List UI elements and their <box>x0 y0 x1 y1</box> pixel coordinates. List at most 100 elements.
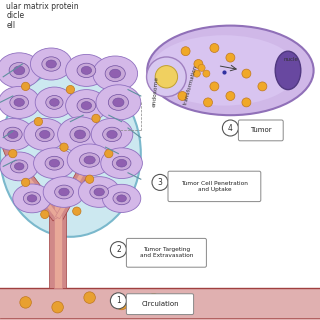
Ellipse shape <box>55 185 73 199</box>
Ellipse shape <box>0 86 40 118</box>
Ellipse shape <box>103 127 121 141</box>
Ellipse shape <box>0 118 34 150</box>
Circle shape <box>21 82 30 91</box>
Text: 1: 1 <box>116 296 121 305</box>
Circle shape <box>116 298 127 310</box>
Circle shape <box>222 120 238 136</box>
Ellipse shape <box>30 48 72 80</box>
Circle shape <box>52 301 63 313</box>
Ellipse shape <box>75 130 86 139</box>
Ellipse shape <box>50 99 59 106</box>
Ellipse shape <box>23 192 41 205</box>
Ellipse shape <box>14 99 24 106</box>
Text: Tumor Targeting
and Extravasation: Tumor Targeting and Extravasation <box>140 247 193 259</box>
Polygon shape <box>17 165 60 219</box>
Ellipse shape <box>275 51 301 90</box>
Circle shape <box>242 98 251 107</box>
FancyBboxPatch shape <box>126 294 194 315</box>
Ellipse shape <box>27 195 37 202</box>
Circle shape <box>110 242 126 258</box>
Ellipse shape <box>66 54 107 86</box>
Circle shape <box>203 70 210 77</box>
Polygon shape <box>15 163 62 221</box>
Circle shape <box>204 98 212 107</box>
Circle shape <box>9 149 17 158</box>
Ellipse shape <box>42 57 60 71</box>
Ellipse shape <box>102 184 141 212</box>
Ellipse shape <box>0 152 38 181</box>
FancyBboxPatch shape <box>168 171 261 202</box>
Ellipse shape <box>113 192 130 205</box>
Ellipse shape <box>9 62 29 78</box>
Ellipse shape <box>11 160 28 173</box>
Ellipse shape <box>78 177 120 207</box>
Circle shape <box>148 293 159 305</box>
Ellipse shape <box>80 153 100 167</box>
Text: Circulation: Circulation <box>141 301 179 307</box>
Ellipse shape <box>116 159 127 167</box>
Ellipse shape <box>43 177 85 207</box>
Circle shape <box>226 92 235 100</box>
Ellipse shape <box>58 117 102 152</box>
Circle shape <box>34 117 43 126</box>
Ellipse shape <box>109 69 121 78</box>
Circle shape <box>242 69 251 78</box>
Text: Tumor Cell Penetration
and Uptake: Tumor Cell Penetration and Uptake <box>181 181 248 192</box>
Text: Tumor: Tumor <box>250 127 272 133</box>
Polygon shape <box>55 159 92 219</box>
Text: 4: 4 <box>228 124 233 132</box>
Ellipse shape <box>93 56 138 91</box>
Ellipse shape <box>147 26 314 115</box>
Text: nucle: nucle <box>284 57 299 62</box>
Circle shape <box>110 293 126 309</box>
Circle shape <box>152 174 168 190</box>
Text: endosome: endosome <box>151 76 159 107</box>
Ellipse shape <box>34 148 75 179</box>
Circle shape <box>180 301 191 313</box>
Circle shape <box>258 82 267 91</box>
Ellipse shape <box>84 156 95 164</box>
Ellipse shape <box>59 188 69 196</box>
Circle shape <box>85 175 94 183</box>
Polygon shape <box>86 134 100 173</box>
Ellipse shape <box>40 131 50 139</box>
Ellipse shape <box>24 118 66 150</box>
Circle shape <box>84 292 95 303</box>
Ellipse shape <box>10 95 28 109</box>
Ellipse shape <box>101 148 142 179</box>
Ellipse shape <box>0 53 42 88</box>
FancyBboxPatch shape <box>0 288 320 320</box>
Ellipse shape <box>45 156 64 170</box>
Circle shape <box>181 47 190 56</box>
Text: ell: ell <box>6 21 16 30</box>
Ellipse shape <box>96 85 141 120</box>
Ellipse shape <box>113 98 124 107</box>
Ellipse shape <box>81 102 92 109</box>
Ellipse shape <box>49 159 60 167</box>
FancyBboxPatch shape <box>126 238 206 267</box>
Ellipse shape <box>35 87 74 118</box>
Circle shape <box>105 149 113 158</box>
Ellipse shape <box>36 127 54 141</box>
Ellipse shape <box>81 67 92 75</box>
Ellipse shape <box>107 131 117 139</box>
Ellipse shape <box>4 127 22 141</box>
Circle shape <box>198 64 205 71</box>
Circle shape <box>147 57 186 97</box>
Text: dicle: dicle <box>6 11 25 20</box>
Circle shape <box>194 60 203 68</box>
Ellipse shape <box>67 144 112 176</box>
Circle shape <box>226 53 235 62</box>
Ellipse shape <box>46 95 63 109</box>
Circle shape <box>73 207 81 215</box>
Circle shape <box>210 82 219 91</box>
Circle shape <box>60 143 68 151</box>
Polygon shape <box>3 146 23 181</box>
Circle shape <box>155 66 178 88</box>
Ellipse shape <box>91 118 133 150</box>
Circle shape <box>21 178 30 187</box>
Circle shape <box>193 70 200 77</box>
Ellipse shape <box>8 131 18 139</box>
Ellipse shape <box>150 35 298 106</box>
Circle shape <box>66 85 75 94</box>
